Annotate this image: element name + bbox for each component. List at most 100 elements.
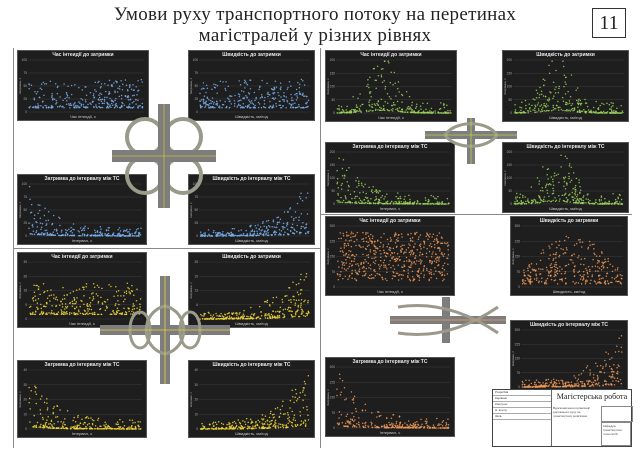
data-point [541,110,544,112]
data-point [579,111,582,114]
data-point [548,64,550,67]
data-point [99,107,102,109]
data-point [256,230,258,233]
data-point [409,198,411,201]
data-point [240,234,242,237]
y-tick-label: 200 [330,58,336,62]
data-point [132,83,134,86]
data-point [294,229,296,232]
data-point [65,313,67,315]
data-point [286,88,289,91]
data-point [414,263,417,265]
data-point [423,274,426,276]
data-point [287,210,289,213]
data-point [340,184,343,187]
data-point [248,104,250,106]
data-point [542,166,544,168]
page-title: Умови руху транспортного потоку на перет… [60,4,570,46]
data-point [419,105,422,107]
data-point [353,255,356,258]
data-point [351,418,354,421]
data-point [75,301,78,303]
data-point [290,310,292,312]
data-point [45,223,48,225]
data-point [389,249,391,252]
data-point [360,182,363,184]
y-tick-label: 200 [507,150,513,154]
data-point [550,109,553,112]
data-point [398,106,401,109]
data-point [93,97,95,99]
data-point [222,231,224,233]
data-point [547,274,550,277]
data-point [30,203,33,206]
data-point [83,303,85,305]
data-point [35,426,37,429]
data-point [52,106,54,109]
data-point [90,293,93,295]
data-point [601,367,604,370]
data-point [289,230,292,232]
data-point [523,383,526,386]
data-point [404,203,406,205]
data-point [269,100,271,103]
data-point [224,100,226,103]
data-point [593,243,595,246]
data-point [282,312,284,315]
data-point [346,235,348,237]
data-point [43,233,46,236]
data-point [85,94,88,96]
data-point [533,383,536,386]
data-point [546,382,548,384]
data-point [612,376,614,379]
data-point [103,102,105,105]
data-point [529,271,532,274]
data-point [423,426,425,428]
data-point [51,424,53,426]
data-point [615,276,617,278]
data-point [392,101,395,104]
data-point [66,294,68,296]
data-point [267,93,270,96]
data-point [78,231,81,233]
data-point [69,102,72,105]
data-point [338,201,341,203]
data-point [337,192,339,195]
data-point [46,397,48,400]
data-point [534,199,536,201]
data-point [549,381,552,384]
data-point [530,278,532,280]
data-point [62,99,64,102]
data-point [265,234,267,236]
data-point [137,234,140,236]
data-point [362,231,364,234]
data-point [92,312,94,314]
data-point [599,104,601,107]
y-tick-label: 150 [330,255,336,259]
data-point [70,229,73,232]
data-point [569,258,572,261]
data-point [46,402,48,404]
data-point [137,107,139,109]
data-point [45,313,47,315]
data-point [283,95,286,98]
data-point [542,78,545,80]
data-point [521,282,524,285]
data-point [545,103,548,105]
data-point [589,372,592,374]
data-point [258,305,261,308]
data-point [361,103,363,106]
data-point [75,106,77,109]
data-point [557,109,560,111]
data-point [305,276,307,278]
data-point [543,386,546,388]
data-point [519,106,521,108]
data-point [283,314,285,316]
data-point [64,423,66,426]
data-point [39,426,42,429]
data-point [255,98,257,100]
y-tick-label: 0 [518,385,520,389]
data-point [538,386,540,388]
data-point [536,277,538,279]
data-point [376,272,378,275]
